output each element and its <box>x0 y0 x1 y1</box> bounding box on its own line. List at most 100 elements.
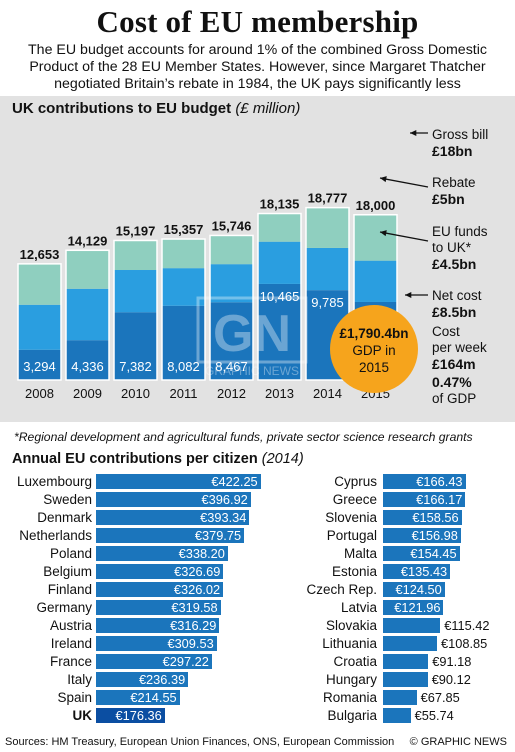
year-label-2011: 2011 <box>170 386 198 401</box>
country-row-france: France €297.22 <box>0 654 515 669</box>
annotation-gdp-share: 0.47% of GDP <box>432 374 476 407</box>
annotation-eu-funds-value: £4.5bn <box>432 256 477 272</box>
bar-2013-rebate <box>258 213 301 242</box>
country-value: €176.36 <box>115 708 162 723</box>
country-bar <box>383 708 411 723</box>
country-value: €67.85 <box>420 690 460 705</box>
arrow-net-cost-head <box>405 291 412 299</box>
country-value: €326.69 <box>174 564 221 579</box>
net-label-2014: 9,785 <box>311 295 344 310</box>
country-row-portugal: Portugal €156.98 <box>0 528 515 543</box>
annotation-rebate-value: £5bn <box>432 191 465 207</box>
uk-contributions-title: UK contributions to EU budget (£ million… <box>12 100 300 117</box>
arrow-eu-funds-head <box>380 230 387 237</box>
country-name: Luxembourg <box>16 474 92 489</box>
country-bar <box>383 672 428 687</box>
country-name: Spain <box>57 690 92 705</box>
country-row-belgium: Belgium €326.69 <box>0 564 515 579</box>
country-bar <box>96 618 220 633</box>
country-name: France <box>49 654 92 669</box>
country-bar <box>96 600 221 615</box>
country-name: Greece <box>332 492 377 507</box>
country-name: Germany <box>36 600 92 615</box>
bar-2014-eu-funds-to-uk <box>306 247 349 291</box>
annotation-cost-per-week-label1: Cost <box>432 324 460 339</box>
bar-2009-rebate <box>66 250 109 289</box>
country-bar <box>96 528 245 543</box>
net-label-2013: 10,465 <box>260 289 300 304</box>
country-row-uk: UK €176.36 <box>0 708 515 723</box>
bar-2015-rebate <box>354 214 397 261</box>
country-name: Bulgaria <box>327 708 377 723</box>
country-value: €319.58 <box>171 600 218 615</box>
country-row-ireland: Ireland €309.53 <box>0 636 515 651</box>
country-name: Italy <box>67 672 92 687</box>
country-value: €309.53 <box>167 636 214 651</box>
country-value: €379.75 <box>194 528 242 543</box>
country-bar <box>383 690 417 705</box>
country-name: Netherlands <box>19 528 92 543</box>
bar-2008-net-cost <box>18 349 61 380</box>
gdp-circle-label2: 2015 <box>359 360 389 375</box>
bar-2008-eu-funds-to-uk <box>18 304 61 350</box>
country-value: €121.96 <box>394 600 441 615</box>
net-label-2010: 7,382 <box>119 359 152 374</box>
total-label-2012: 15,746 <box>212 218 252 233</box>
country-row-hungary: Hungary €90.12 <box>0 672 515 687</box>
country-name: Romania <box>322 690 377 705</box>
country-bar <box>383 474 466 489</box>
graphic-news-watermark-icon: GN GRAPHIC NEWS <box>196 296 308 378</box>
year-label-2012: 2012 <box>217 386 246 401</box>
annotation-net-cost-value: £8.5bn <box>432 304 477 320</box>
country-name: Slovakia <box>325 618 377 633</box>
country-row-bulgaria: Bulgaria €55.74 <box>0 708 515 723</box>
annotation-eu-funds: EU funds to UK* £4.5bn <box>432 224 488 273</box>
country-bar <box>96 654 212 669</box>
country-bar <box>383 528 461 543</box>
country-value: €135.43 <box>400 564 448 579</box>
country-row-germany: Germany €319.58 <box>0 600 515 615</box>
country-name: Portugal <box>326 528 377 543</box>
annotation-cost-per-week: Cost per week £164m <box>432 324 487 373</box>
country-bar <box>383 492 466 507</box>
year-label-2008: 2008 <box>25 386 54 401</box>
country-bar <box>383 510 462 525</box>
year-label-2013: 2013 <box>265 386 294 401</box>
country-row-poland: Poland €338.20 <box>0 546 515 561</box>
country-name: Poland <box>49 546 92 561</box>
country-row-netherlands: Netherlands €379.75 <box>0 528 515 543</box>
total-label-2010: 15,197 <box>116 223 156 238</box>
country-bar <box>96 564 224 579</box>
country-value: €166.43 <box>416 474 463 489</box>
country-name: Croatia <box>333 654 377 669</box>
watermark-logo: GN <box>213 305 291 363</box>
country-bar <box>96 510 250 525</box>
country-name: Malta <box>343 546 377 561</box>
annotation-gross-bill: Gross bill £18bn <box>432 127 488 160</box>
annotation-net-cost: Net cost £8.5bn <box>432 288 482 321</box>
country-name: Czech Rep. <box>306 582 377 597</box>
bar-2012-rebate <box>210 235 253 265</box>
country-value: €166.17 <box>416 492 463 507</box>
bar-2011-net-cost <box>162 305 205 380</box>
country-row-finland: Finland €326.02 <box>0 582 515 597</box>
arrow-rebate <box>379 177 429 188</box>
country-row-estonia: Estonia €135.43 <box>0 564 515 579</box>
net-label-2009: 4,336 <box>71 359 104 374</box>
country-bar <box>96 636 217 651</box>
country-row-italy: Italy €236.39 <box>0 672 515 687</box>
uk-contributions-title-text: UK contributions to EU budget <box>12 100 232 117</box>
year-label-2010: 2010 <box>121 386 150 401</box>
bar-2009-eu-funds-to-uk <box>66 288 109 341</box>
per-citizen-title-text: Annual EU contributions per citizen <box>12 451 258 467</box>
country-row-cyprus: Cyprus €166.43 <box>0 474 515 489</box>
bar-2014-rebate <box>306 207 349 248</box>
year-label-2009: 2009 <box>73 386 102 401</box>
arrow-eu-funds <box>379 231 429 242</box>
country-value: €124.50 <box>395 582 442 597</box>
country-name: Estonia <box>331 564 377 579</box>
country-value: €396.92 <box>201 492 248 507</box>
country-bar <box>96 546 228 561</box>
net-label-2008: 3,294 <box>23 359 56 374</box>
bar-2010-outline <box>113 239 158 381</box>
